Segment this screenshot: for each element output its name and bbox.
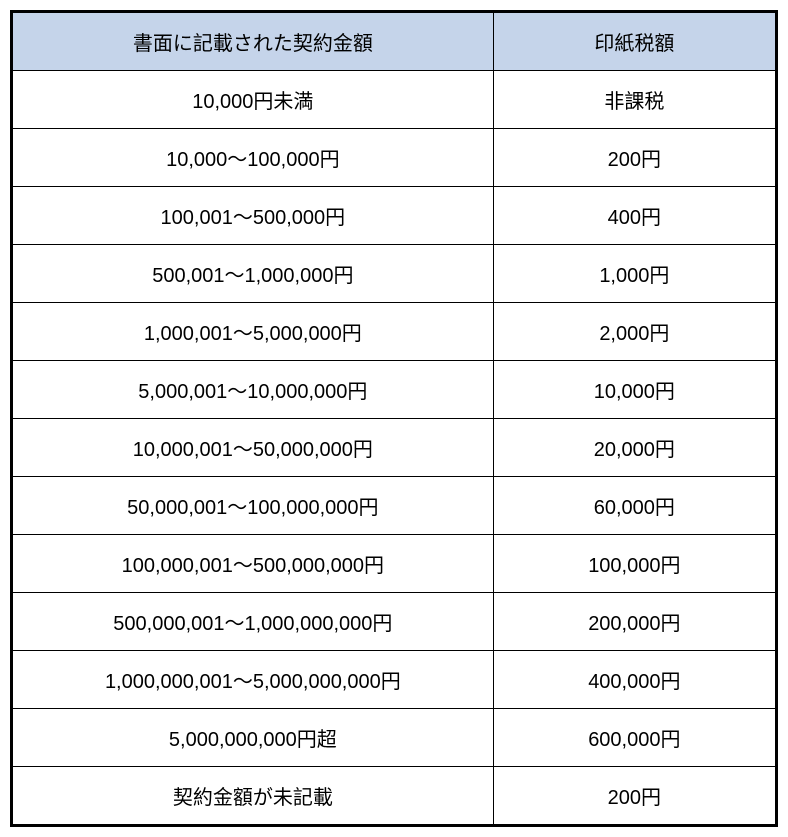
table-row: 500,001〜1,000,000円1,000円 — [13, 245, 776, 303]
cell-amount: 50,000,001〜100,000,000円 — [13, 477, 494, 535]
col-header-tax: 印紙税額 — [493, 13, 775, 71]
cell-tax: 非課税 — [493, 71, 775, 129]
cell-tax: 1,000円 — [493, 245, 775, 303]
cell-amount: 1,000,001〜5,000,000円 — [13, 303, 494, 361]
table-row: 契約金額が未記載200円 — [13, 767, 776, 825]
col-header-amount: 書面に記載された契約金額 — [13, 13, 494, 71]
table-row: 10,000〜100,000円200円 — [13, 129, 776, 187]
stamp-tax-table-container: 書面に記載された契約金額 印紙税額 10,000円未満非課税 10,000〜10… — [10, 10, 778, 827]
stamp-tax-table: 書面に記載された契約金額 印紙税額 10,000円未満非課税 10,000〜10… — [12, 12, 776, 825]
cell-tax: 400円 — [493, 187, 775, 245]
table-row: 500,000,001〜1,000,000,000円200,000円 — [13, 593, 776, 651]
table-row: 1,000,001〜5,000,000円2,000円 — [13, 303, 776, 361]
cell-tax: 10,000円 — [493, 361, 775, 419]
table-row: 100,001〜500,000円400円 — [13, 187, 776, 245]
cell-tax: 100,000円 — [493, 535, 775, 593]
table-body: 10,000円未満非課税 10,000〜100,000円200円 100,001… — [13, 71, 776, 825]
cell-amount: 500,001〜1,000,000円 — [13, 245, 494, 303]
table-row: 5,000,000,000円超600,000円 — [13, 709, 776, 767]
cell-tax: 200円 — [493, 767, 775, 825]
cell-tax: 600,000円 — [493, 709, 775, 767]
cell-amount: 10,000,001〜50,000,000円 — [13, 419, 494, 477]
cell-amount: 100,001〜500,000円 — [13, 187, 494, 245]
cell-amount: 1,000,000,001〜5,000,000,000円 — [13, 651, 494, 709]
table-row: 10,000円未満非課税 — [13, 71, 776, 129]
cell-tax: 2,000円 — [493, 303, 775, 361]
cell-tax: 200円 — [493, 129, 775, 187]
cell-amount: 500,000,001〜1,000,000,000円 — [13, 593, 494, 651]
cell-amount: 契約金額が未記載 — [13, 767, 494, 825]
cell-tax: 60,000円 — [493, 477, 775, 535]
table-row: 10,000,001〜50,000,000円20,000円 — [13, 419, 776, 477]
cell-amount: 5,000,000,000円超 — [13, 709, 494, 767]
table-row: 100,000,001〜500,000,000円100,000円 — [13, 535, 776, 593]
cell-tax: 200,000円 — [493, 593, 775, 651]
table-row: 50,000,001〜100,000,000円60,000円 — [13, 477, 776, 535]
cell-tax: 400,000円 — [493, 651, 775, 709]
table-row: 5,000,001〜10,000,000円10,000円 — [13, 361, 776, 419]
cell-amount: 10,000〜100,000円 — [13, 129, 494, 187]
cell-amount: 100,000,001〜500,000,000円 — [13, 535, 494, 593]
cell-tax: 20,000円 — [493, 419, 775, 477]
cell-amount: 5,000,001〜10,000,000円 — [13, 361, 494, 419]
table-header-row: 書面に記載された契約金額 印紙税額 — [13, 13, 776, 71]
cell-amount: 10,000円未満 — [13, 71, 494, 129]
table-row: 1,000,000,001〜5,000,000,000円400,000円 — [13, 651, 776, 709]
